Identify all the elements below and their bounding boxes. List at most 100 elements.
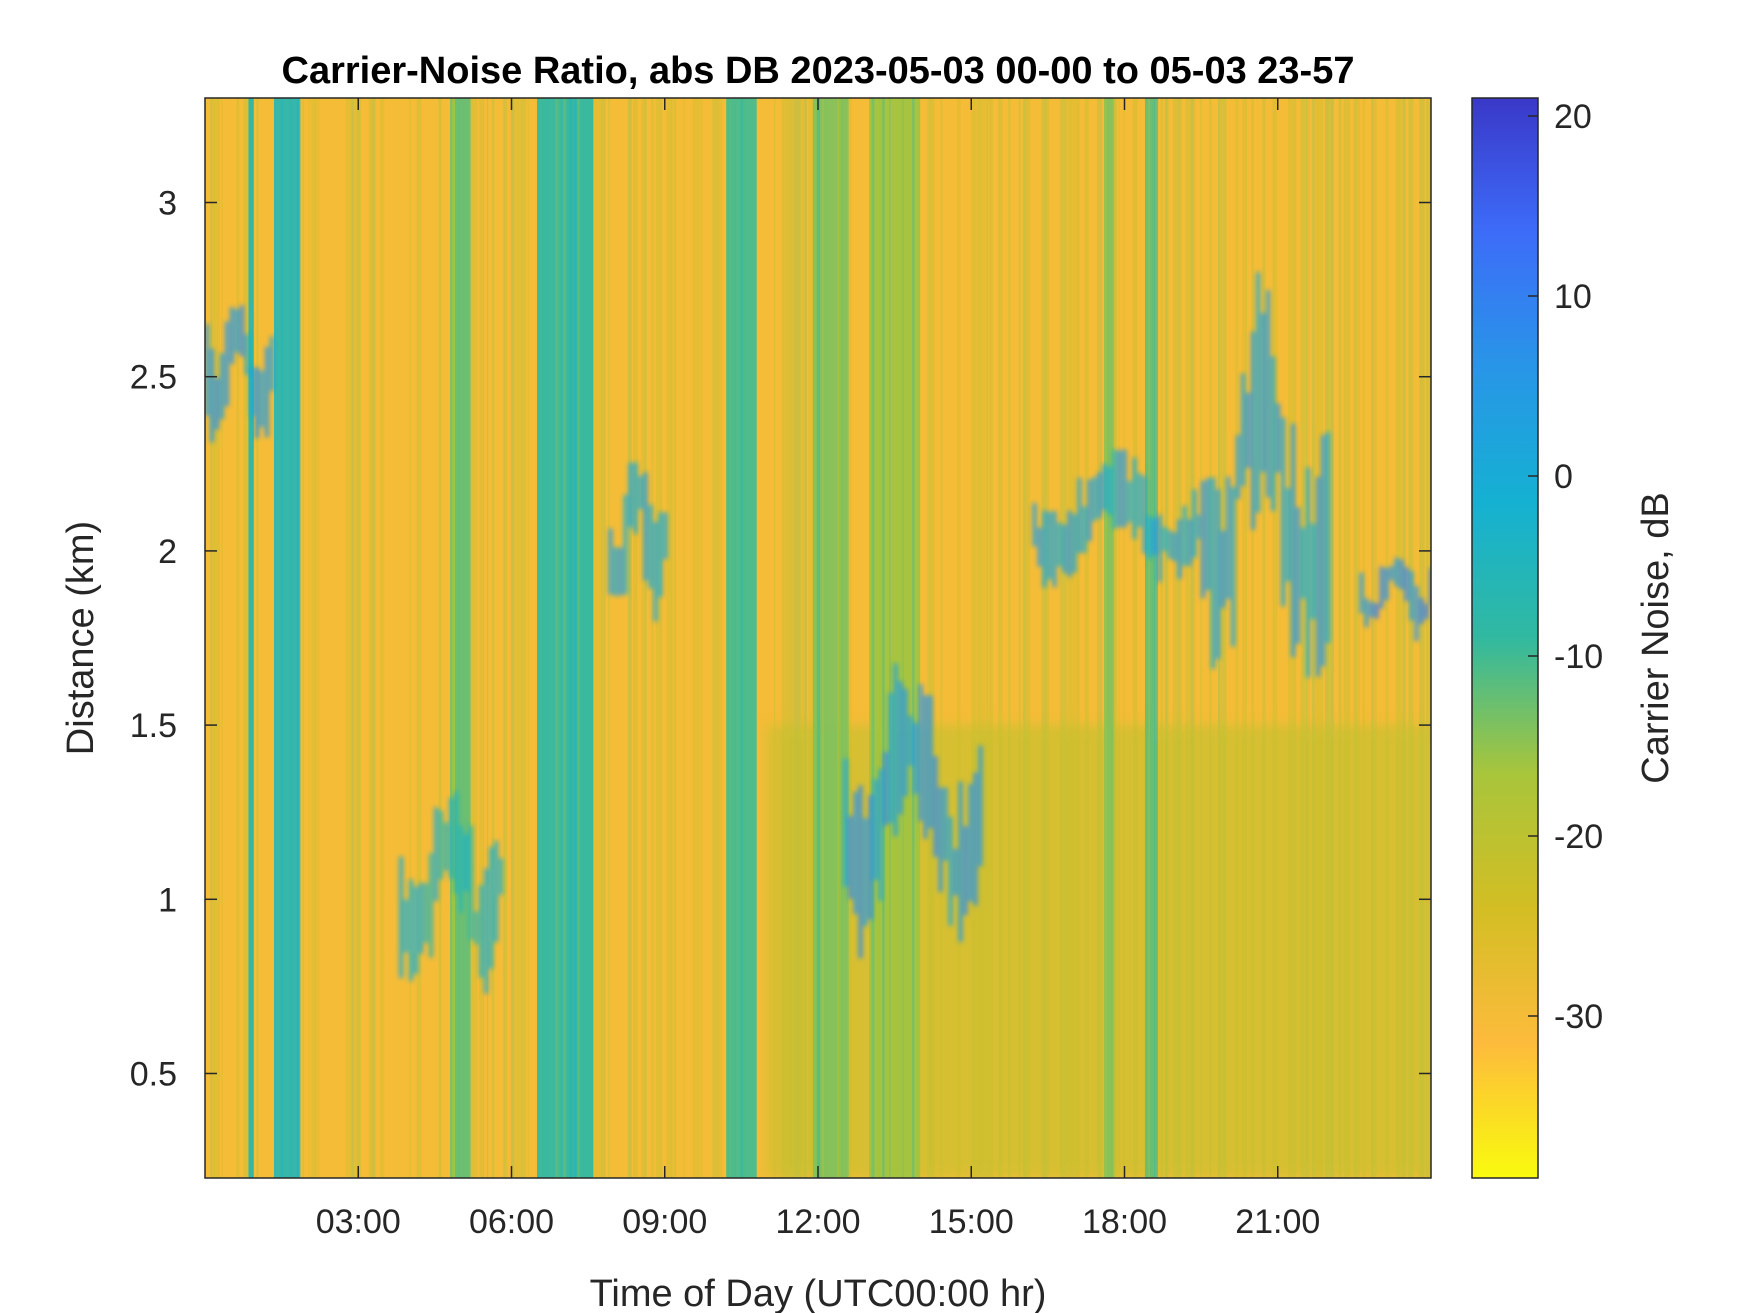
heatmap-streak	[873, 779, 878, 881]
heatmap-stripe	[699, 98, 703, 1178]
y-tick-label: 0.5	[130, 1055, 177, 1093]
heatmap-stripe	[1300, 98, 1306, 1178]
x-tick-label: 21:00	[1235, 1203, 1320, 1241]
heatmap-stripe	[1338, 98, 1342, 1178]
heatmap-stripe	[848, 98, 852, 1178]
heatmap-streak	[494, 840, 499, 943]
heatmap-stripe	[1113, 98, 1118, 1178]
heatmap-streak	[648, 504, 653, 589]
heatmap-stripe	[1185, 98, 1189, 1178]
heatmap-streak	[1241, 373, 1246, 487]
heatmap-stripe	[601, 98, 606, 1178]
heatmap-streak	[863, 818, 868, 927]
heatmap-band-striation	[726, 98, 728, 1178]
heatmap-streak	[1429, 567, 1431, 605]
heatmap-streak	[1197, 514, 1202, 539]
heatmap-band-striation	[573, 98, 578, 1178]
heatmap-stripe	[351, 98, 354, 1178]
heatmap-boundary-layer	[766, 725, 1431, 1178]
colorbar-ticks: -30 -20 -10 0 10 20	[1528, 98, 1603, 1036]
heatmap-streak	[608, 528, 613, 595]
heatmap-streak	[1082, 506, 1087, 553]
heatmap-streak	[1072, 514, 1077, 573]
heatmap-stripe	[998, 98, 1002, 1178]
heatmap-stripe	[989, 98, 993, 1178]
heatmap-stripe	[481, 98, 484, 1178]
heatmap-stripe	[527, 98, 530, 1178]
heatmap-streak	[265, 346, 269, 438]
heatmap-streak	[399, 856, 404, 979]
heatmap-streak	[1097, 472, 1102, 519]
heatmap-streak	[1152, 518, 1157, 556]
heatmap-stripe	[929, 98, 933, 1178]
heatmap-stripe	[1219, 98, 1224, 1178]
heatmap-stripe	[1064, 98, 1069, 1178]
heatmap-stripe	[670, 98, 673, 1178]
heatmap-stripe	[1288, 98, 1292, 1178]
heatmap-band-striation	[297, 98, 301, 1178]
heatmap-streak	[1057, 522, 1062, 567]
heatmap-vertical-band	[1144, 98, 1156, 1178]
heatmap-stripe	[1164, 98, 1168, 1178]
heatmap-band-striation	[468, 98, 471, 1178]
heatmap-stripe	[479, 98, 481, 1178]
heatmap-stripe	[218, 98, 220, 1178]
heatmap-stripe	[785, 98, 790, 1178]
y-tick-label: 1	[158, 881, 177, 919]
heatmap-stripe	[1042, 98, 1047, 1178]
heatmap-streak	[220, 353, 224, 420]
heatmap-stripe	[808, 98, 810, 1178]
heatmap-streak	[888, 692, 893, 824]
heatmap-cloud-layer	[608, 462, 668, 622]
heatmap-band-striation	[1148, 98, 1150, 1178]
heatmap-streak	[928, 695, 933, 829]
heatmap-streak	[1399, 559, 1404, 590]
heatmap-stripe	[1176, 98, 1182, 1178]
heatmap-stripe	[956, 98, 961, 1178]
heatmap-stripe	[1346, 98, 1350, 1178]
heatmap-streak	[633, 462, 638, 534]
heatmap-streak	[853, 791, 858, 915]
heatmap-band-striation	[871, 98, 875, 1178]
x-axis: 03:00 06:00 09:00 12:00 15:00 18:00 21:00	[316, 98, 1320, 1241]
heatmap-band-striation	[1104, 98, 1107, 1178]
heatmap-streak	[489, 847, 494, 969]
heatmap-streak	[843, 758, 848, 887]
heatmap-streak	[1127, 481, 1132, 523]
heatmap-stripe	[486, 98, 489, 1178]
heatmap-stripe	[221, 98, 223, 1178]
heatmap-stripe	[940, 98, 943, 1178]
heatmap-stripe	[981, 98, 986, 1178]
heatmap-streak	[1162, 526, 1167, 552]
heatmap-band-striation	[889, 98, 891, 1178]
heatmap-streak	[474, 911, 479, 945]
heatmap-stripe	[978, 98, 982, 1178]
heatmap-stripe	[928, 98, 932, 1178]
heatmap-band-striation	[250, 98, 255, 1178]
heatmap-stripe	[927, 98, 929, 1178]
heatmap-plume	[843, 663, 983, 959]
heatmap-stripe	[659, 98, 663, 1178]
heatmap-streak	[1216, 489, 1221, 660]
heatmap-stripe	[524, 98, 527, 1178]
heatmap-stripe	[1402, 98, 1406, 1178]
heatmap-stripe	[692, 98, 697, 1178]
heatmap-stripe	[1236, 98, 1239, 1178]
heatmap-streak	[1394, 557, 1399, 587]
heatmap-stripe	[655, 98, 660, 1178]
heatmap-stripe	[1220, 98, 1224, 1178]
heatmap-streak	[1137, 473, 1142, 528]
heatmap-stripe	[416, 98, 422, 1178]
heatmap-stripe	[1353, 98, 1358, 1178]
heatmap-stripe	[1123, 98, 1125, 1178]
heatmap-stripe	[792, 98, 794, 1178]
heatmap-stripe	[1428, 98, 1431, 1178]
heatmap-streak	[270, 336, 274, 392]
heatmap-streak	[613, 547, 618, 596]
heatmap-streak	[858, 785, 863, 959]
heatmap-streak	[1311, 523, 1316, 620]
heatmap-stripe	[1371, 98, 1375, 1178]
heatmap-streak	[1187, 519, 1192, 566]
heatmap-streak	[893, 663, 898, 837]
heatmap-stripe	[644, 98, 647, 1178]
